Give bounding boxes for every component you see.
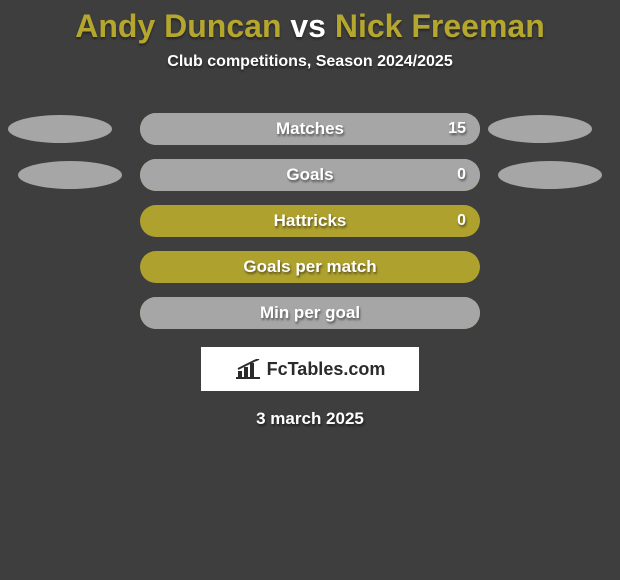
- title-player1: Andy Duncan: [75, 8, 281, 44]
- title-player2: Nick Freeman: [335, 8, 545, 44]
- stat-bar: Hattricks0: [140, 205, 480, 237]
- side-ellipse: [18, 161, 122, 189]
- stat-bar: Matches15: [140, 113, 480, 145]
- subtitle: Club competitions, Season 2024/2025: [0, 53, 620, 71]
- stat-label: Goals: [140, 159, 480, 191]
- stat-bar: Goals0: [140, 159, 480, 191]
- logo-box: FcTables.com: [201, 347, 419, 391]
- side-ellipse: [488, 115, 592, 143]
- logo-text: FcTables.com: [267, 359, 386, 380]
- stat-value: 15: [448, 113, 466, 145]
- stat-row: Matches15: [0, 113, 620, 145]
- stat-row: Goals0: [0, 159, 620, 191]
- stat-label: Goals per match: [140, 251, 480, 283]
- stat-label: Min per goal: [140, 297, 480, 329]
- stat-label: Matches: [140, 113, 480, 145]
- bar-chart-icon: [235, 359, 261, 379]
- title-vs: vs: [290, 8, 326, 44]
- stat-bar: Min per goal: [140, 297, 480, 329]
- date-text: 3 march 2025: [0, 409, 620, 429]
- stat-row: Hattricks0: [0, 205, 620, 237]
- stat-value: 0: [457, 159, 466, 191]
- page-title: Andy Duncan vs Nick Freeman: [0, 0, 620, 45]
- stat-bar: Goals per match: [140, 251, 480, 283]
- side-ellipse: [498, 161, 602, 189]
- side-ellipse: [8, 115, 112, 143]
- stat-row: Min per goal: [0, 297, 620, 329]
- stats-bars: Matches15Goals0Hattricks0Goals per match…: [0, 113, 620, 329]
- stat-label: Hattricks: [140, 205, 480, 237]
- comparison-infographic: Andy Duncan vs Nick Freeman Club competi…: [0, 0, 620, 580]
- stat-row: Goals per match: [0, 251, 620, 283]
- stat-value: 0: [457, 205, 466, 237]
